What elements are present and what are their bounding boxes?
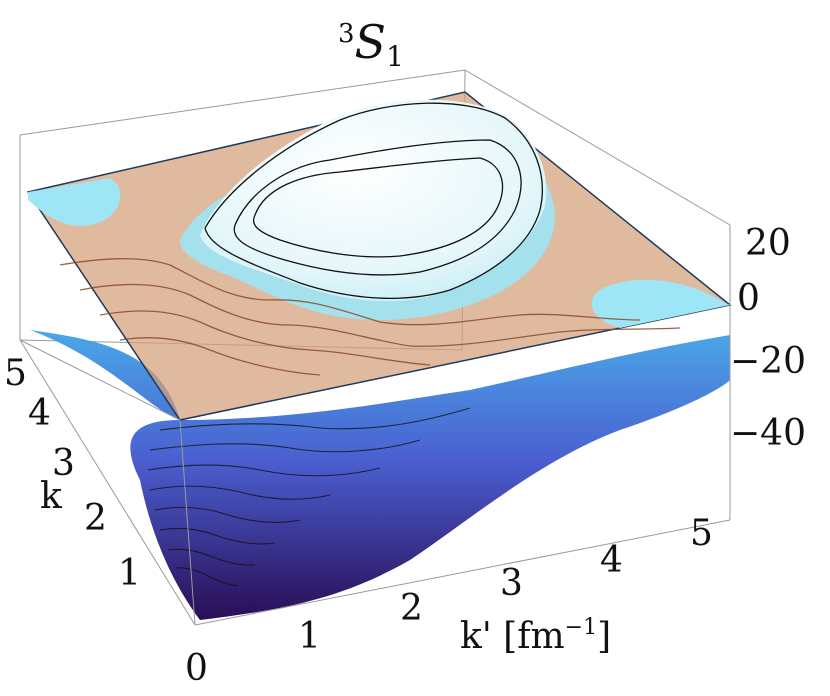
well-surface [30,330,730,620]
title-subscript: 1 [386,40,404,73]
shelf-left [28,178,121,226]
x-axis-label-main: k' [fm [460,616,565,657]
x-axis-label: k' [fm−1] [460,615,611,657]
y-axis-ticks: 5 4 3 2 1 [4,353,141,594]
z-tick-label: −20 [730,341,806,382]
y-tick-label: 1 [118,553,141,594]
x-tick-label: 5 [690,513,713,554]
peak-surface [200,99,547,302]
title-main: S [355,15,387,69]
peak-contours [204,102,543,299]
x-tick-label: 0 [185,648,208,689]
z-tick-label: 20 [745,223,791,264]
x-axis-ticks: 0 1 2 3 4 5 [185,513,713,689]
x-axis-label-close: ] [597,616,611,657]
y-tick-label: 3 [52,443,75,484]
y-axis-label: k [40,476,63,517]
y-tick-label: 5 [4,353,27,394]
chart-title: 3S1 [338,15,404,73]
shelf-right [591,279,730,328]
x-axis-label-sup: −1 [565,615,597,640]
well-contours [147,407,471,587]
y-tick-label: 4 [28,393,51,434]
x-tick-label: 3 [500,563,523,604]
z-axis-ticks: 20 0 −20 −40 [730,223,806,454]
z-tick-label: 0 [737,278,760,319]
x-tick-label: 4 [600,540,623,581]
plane-contours [59,257,681,376]
bounding-box-front [19,225,731,626]
y-tick-label: 2 [84,498,107,539]
x-tick-label: 1 [298,616,321,657]
title-superscript: 3 [338,19,355,49]
z-tick-label: −40 [730,413,806,454]
x-tick-label: 2 [400,588,423,629]
